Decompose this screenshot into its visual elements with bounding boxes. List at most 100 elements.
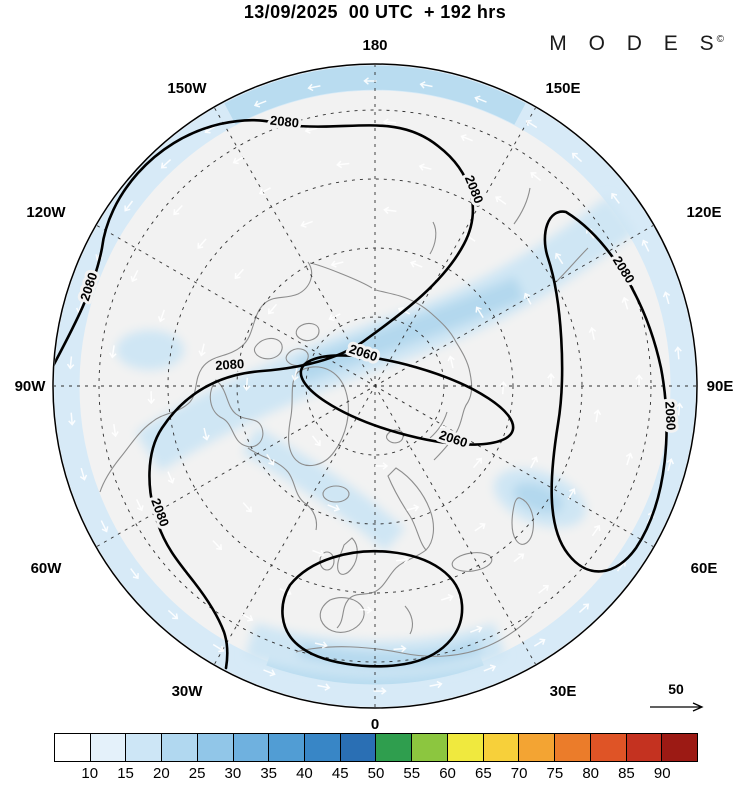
wind-arrow-icon (538, 584, 549, 594)
colorbar-tick-label: 40 (296, 765, 313, 782)
wind-arrow-icon (429, 680, 443, 689)
wind-arrow-icon (100, 520, 109, 533)
colorbar-tick-label: 60 (439, 765, 456, 782)
wind-arrow-icon (419, 81, 433, 89)
wind-arrow-icon (258, 187, 271, 196)
wind-arrow-icon (593, 409, 602, 423)
colorbar-tick-label: 80 (582, 765, 599, 782)
lon-label-60w: 60W (31, 560, 63, 577)
wind-arrow-icon (460, 134, 473, 142)
chart-title: 13/09/2025 00 UTC + 192 hrs (243, 2, 507, 22)
colorbar-cell (125, 734, 162, 761)
colorbar-cell (482, 734, 519, 761)
wind-arrow-icon (530, 456, 539, 469)
wind-arrow-icon (197, 238, 207, 249)
wind-arrow-icon (328, 313, 341, 322)
wind-arrow-icon (241, 613, 254, 622)
colorbar-cell (339, 734, 376, 761)
colorbar-cell (661, 734, 697, 761)
wind-arrow-icon (147, 391, 155, 405)
wind-arrow-icon (130, 568, 139, 580)
contours (54, 118, 668, 670)
contour-label: 2080 (269, 113, 299, 131)
wind-arrow-icon (359, 606, 373, 614)
wind-arrow-icon (382, 118, 397, 126)
contour-label: 2080 (215, 356, 245, 373)
wind-arrow-icon (124, 200, 134, 212)
wind-arrow-icon (554, 252, 564, 265)
lon-label-90e: 90E (707, 378, 734, 395)
wind-arrow-icon (625, 452, 634, 466)
contour-europe-closed (281, 550, 464, 668)
wind-arrow-icon (409, 260, 423, 268)
map-boundary (52, 63, 698, 709)
wind-arrow-icon (418, 163, 432, 171)
colorbar-tick-label: 35 (260, 765, 277, 782)
wind-arrow-icon (662, 291, 671, 305)
wind-arrow-icon (79, 467, 88, 481)
colorbar-tick-label: 20 (152, 765, 170, 782)
contour-label: 2080 (662, 401, 678, 431)
wind-arrow-icon (406, 504, 420, 512)
wind-arrow-icon (621, 296, 629, 310)
wind-arrow-icon (111, 423, 119, 438)
wind-arrow-icon (474, 523, 486, 532)
modes-logo: M O D E S© (549, 32, 724, 56)
wind-arrow-icon (135, 499, 144, 512)
wind-arrow-icon (635, 374, 643, 388)
lon-label-30e: 30E (550, 683, 577, 700)
polar-map: 2080 2080 2080 2080 2080 2080 2080 2060 … (15, 37, 734, 733)
wind-arrow-icon (470, 625, 483, 633)
wind-arrow-icon (472, 457, 482, 469)
colorbar-cell (411, 734, 447, 761)
wind-arrow-icon (383, 206, 397, 215)
wind-arrow-icon (533, 638, 546, 647)
colorbar-cell (196, 734, 233, 761)
wind-arrow-icon (263, 669, 276, 677)
colorbar-tick-label: 45 (331, 765, 349, 782)
wind-arrow-icon (304, 126, 318, 134)
wind-arrow-icon (312, 549, 325, 558)
wind-arrow-icon (212, 643, 225, 653)
colorbar: 10 15 20 25 30 35 40 45 50 55 60 65 70 75 80 85 90 (54, 733, 698, 785)
wind-arrow-icon (525, 119, 538, 129)
wind-arrow-icon (591, 524, 601, 537)
wind-arrow-icon (266, 453, 275, 466)
colorbar-tick-label: 85 (618, 765, 635, 782)
colorbar-tick-label: 15 (117, 765, 134, 782)
wind-arrow-icon (109, 345, 117, 359)
colorbar-cell (375, 734, 412, 761)
colorbar-ticks: 10 15 20 25 30 35 40 45 50 55 60 65 70 75 80 85 90 (54, 765, 698, 785)
contour-2080-main (54, 118, 475, 670)
colorbar-tick-label: 90 (653, 765, 671, 782)
wind-arrow-icon (307, 83, 321, 92)
wind-arrow-icon (547, 372, 555, 387)
colorbar-tick-label: 25 (188, 765, 206, 782)
colorbar-cell (554, 734, 590, 761)
wind-arrow-icon (167, 609, 179, 620)
lon-label-120e: 120E (686, 204, 721, 221)
colorbar-cell (518, 734, 555, 761)
wind-reference-arrow-icon (650, 702, 704, 712)
colorbar-cell (89, 734, 126, 761)
lon-label-30w: 30W (172, 683, 204, 700)
wind-arrow-icon (242, 502, 252, 513)
wind-arrow-icon (157, 309, 166, 323)
wind-arrow-icon (330, 260, 344, 268)
coastlines (99, 187, 589, 657)
colorbar-cell (55, 734, 90, 761)
graticule (54, 65, 696, 707)
lon-label-180: 180 (362, 37, 387, 54)
wind-arrow-icon (674, 346, 682, 360)
wind-arrow-icon (440, 593, 454, 602)
colorbar-tick-label: 55 (403, 765, 421, 782)
wind-arrow-icon (483, 664, 497, 672)
wind-arrow-icon (475, 306, 484, 319)
colorbar-cells (54, 733, 698, 762)
wind-arrow-icon (530, 172, 542, 181)
wind-arrow-icon (253, 100, 267, 108)
wind-arrow-icon (474, 95, 487, 103)
lon-label-0: 0 (371, 716, 379, 733)
wind-arrow-icon (198, 343, 206, 357)
wind-arrow-icon (317, 683, 331, 691)
